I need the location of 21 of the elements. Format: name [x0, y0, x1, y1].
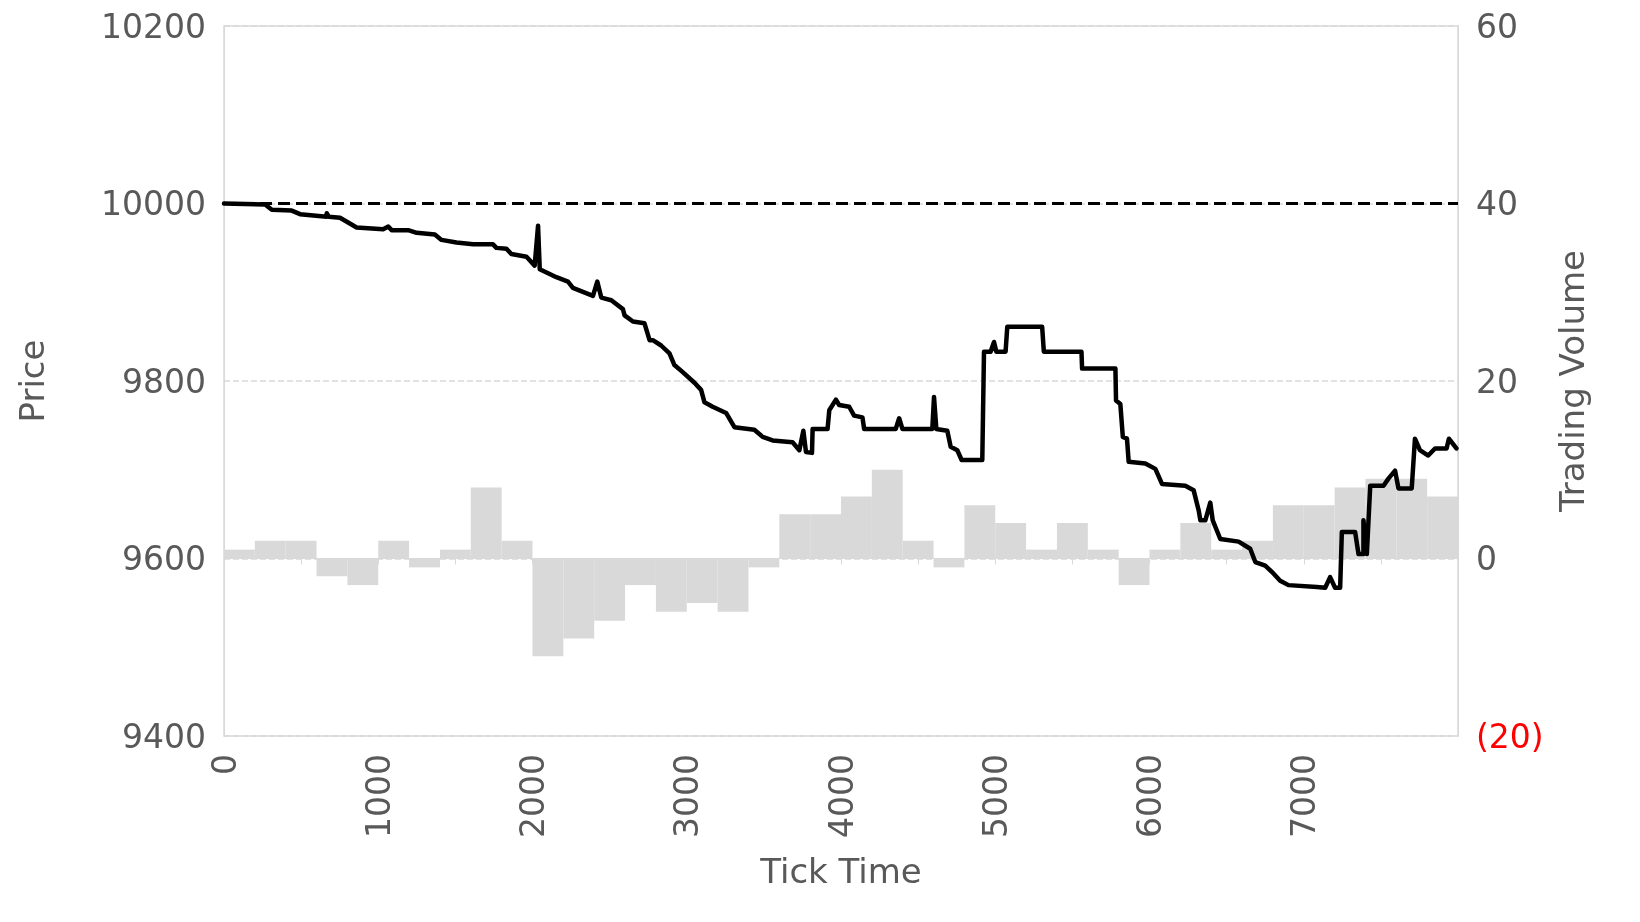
- y-tick-label: 9400: [122, 716, 206, 756]
- y2-tick-label: 40: [1476, 184, 1518, 223]
- y2-axis-title: Trading Volume: [1551, 249, 1592, 514]
- x-tick-label: 3000: [667, 754, 707, 838]
- x-tick-label: 7000: [1284, 754, 1324, 838]
- y2-tick-label: 20: [1476, 361, 1518, 401]
- x-tick-label: 1000: [358, 754, 398, 838]
- x-axis-title: Tick Time: [759, 851, 922, 891]
- y-tick-label: 10000: [101, 184, 206, 223]
- y-axis-title: Price: [12, 339, 52, 423]
- x-tick-label: 4000: [821, 754, 861, 838]
- y-tick-label: 9600: [122, 539, 206, 578]
- y2-tick-label: 0: [1476, 539, 1497, 578]
- y2-tick-label: 60: [1476, 6, 1518, 46]
- y-tick-label: 9800: [122, 361, 206, 401]
- x-tick-label: 0: [204, 754, 244, 775]
- x-tick-label: 2000: [513, 754, 552, 838]
- y-tick-label: 10200: [101, 6, 206, 46]
- y2-tick-label: (20): [1476, 716, 1544, 756]
- x-tick-label: 6000: [1130, 754, 1169, 838]
- x-tick-label: 5000: [975, 754, 1015, 838]
